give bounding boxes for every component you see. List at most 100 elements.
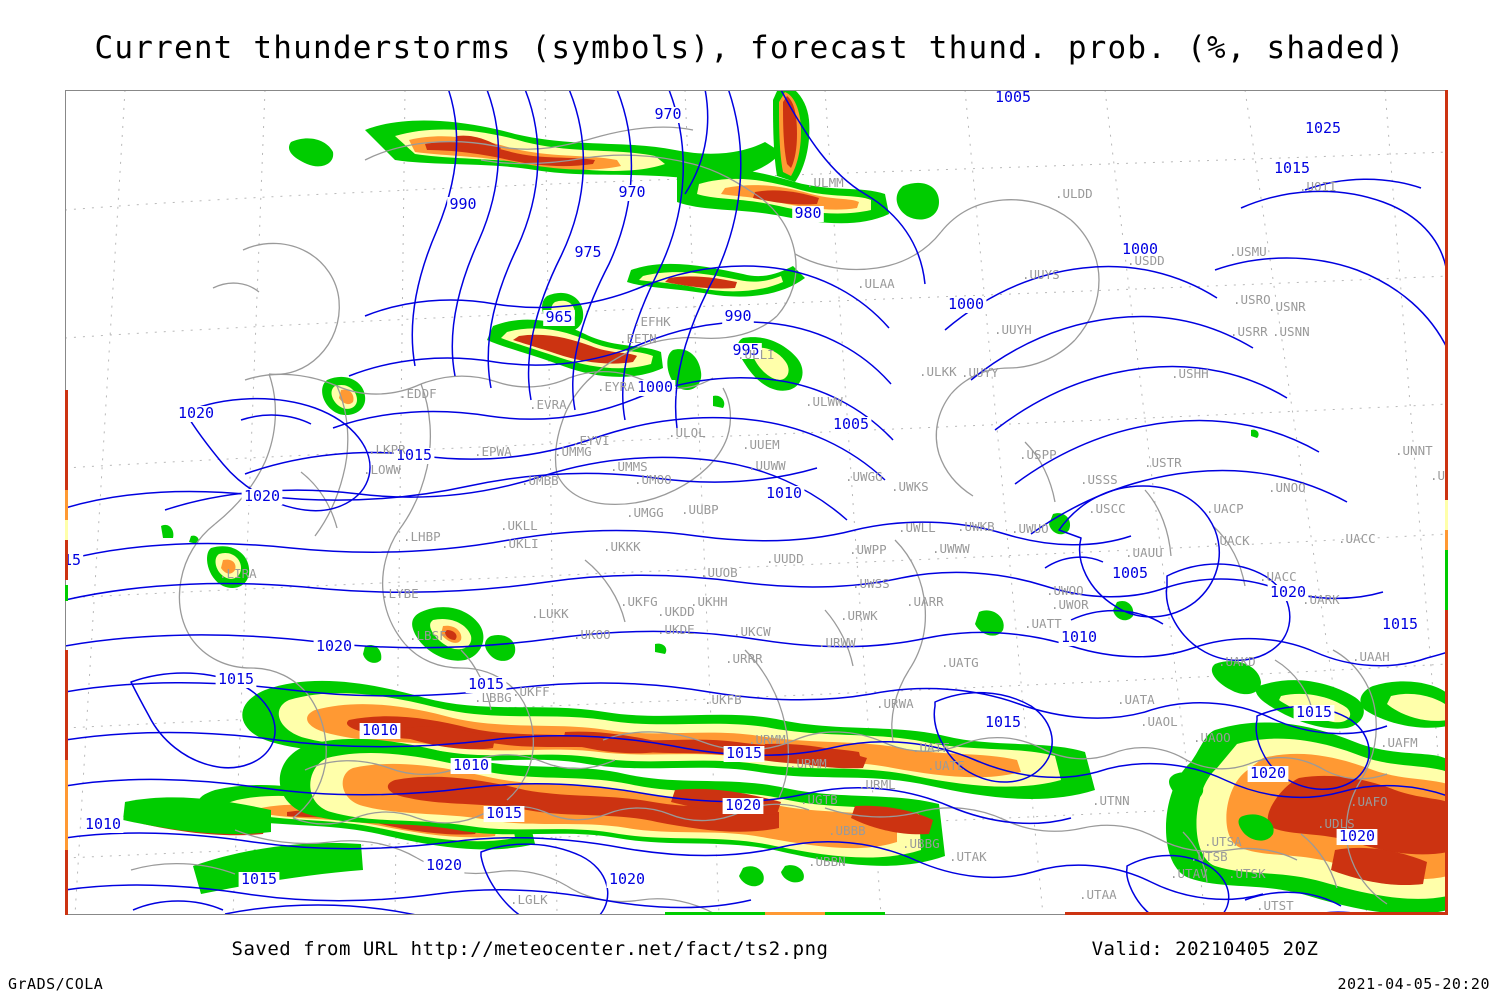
station-label: .UUOB bbox=[700, 565, 738, 580]
station-label: .UNOO bbox=[1268, 480, 1306, 495]
isobar-label: 1020 bbox=[1339, 827, 1375, 845]
station-label: .UKFF bbox=[512, 684, 550, 699]
isobar-label: 1015 bbox=[1296, 703, 1332, 721]
station-label: .UKDD bbox=[657, 604, 695, 619]
shade-cluster-alps bbox=[161, 524, 250, 588]
isobar-label: 975 bbox=[574, 243, 601, 261]
isobar-label: 1005 bbox=[1112, 564, 1148, 582]
isobar-label: 1015 bbox=[468, 675, 504, 693]
station-label: .UATF bbox=[912, 740, 950, 755]
station-label: .UUBP bbox=[681, 502, 719, 517]
station-label: .ULDD bbox=[1055, 186, 1093, 201]
station-label: .UNNT bbox=[1395, 443, 1433, 458]
station-label: .USDD bbox=[1127, 253, 1165, 268]
isobar-label: 1000 bbox=[1122, 240, 1158, 258]
station-label: .UACK bbox=[1212, 533, 1250, 548]
station-label: .URMM bbox=[748, 732, 786, 747]
station-label: .EETN bbox=[619, 331, 657, 346]
station-label: .UTSB bbox=[1190, 849, 1228, 864]
station-label: .UWOO bbox=[1046, 583, 1084, 598]
station-label: .UKOO bbox=[573, 627, 611, 642]
station-label: .UKDE bbox=[657, 622, 695, 637]
shade-cluster-anatolia bbox=[279, 738, 945, 866]
station-label: .UBBB bbox=[828, 823, 866, 838]
isobar-label: 1020 bbox=[1270, 583, 1306, 601]
station-label: .UUDD bbox=[766, 551, 804, 566]
station-label: .ULKK bbox=[919, 364, 957, 379]
station-label: .EFHK bbox=[633, 314, 671, 329]
station-label: .UMOO bbox=[634, 472, 672, 487]
station-label: .UKHH bbox=[690, 594, 728, 609]
station-label: .UUWW bbox=[748, 458, 786, 473]
isobar-label: 1020 bbox=[244, 487, 280, 505]
station-label: .USRO bbox=[1233, 292, 1271, 307]
valid-time-caption: Valid: 20210405 20Z bbox=[1091, 938, 1319, 960]
station-label: .UTSK bbox=[1228, 866, 1266, 881]
station-label: .URRR bbox=[725, 651, 763, 666]
isobar-label: 1020 bbox=[316, 637, 352, 655]
isobar-label: 1015 bbox=[985, 713, 1021, 731]
isobar-label: 970 bbox=[654, 105, 681, 123]
station-label: .UMGG bbox=[626, 505, 664, 520]
station-label: .URMM bbox=[789, 756, 827, 771]
station-label: .UAOL bbox=[1140, 714, 1178, 729]
frame-color-strip bbox=[65, 90, 1448, 915]
station-label: .EYVI bbox=[572, 433, 610, 448]
station-label: .ULWW bbox=[805, 394, 843, 409]
station-label: .UATT bbox=[1024, 616, 1062, 631]
station-label: .UAFM bbox=[1380, 735, 1418, 750]
station-label: .ULMM bbox=[806, 175, 844, 190]
station-label: .USCC bbox=[1088, 501, 1126, 516]
station-label: .UOII bbox=[1299, 179, 1337, 194]
isobar-label: 990 bbox=[449, 195, 476, 213]
isobar-label: 1020 bbox=[609, 870, 645, 888]
station-label: .USRR bbox=[1230, 324, 1268, 339]
isobar-label: 1010 bbox=[453, 756, 489, 774]
isobar-label: 965 bbox=[545, 308, 572, 326]
isobar-label: 1000 bbox=[948, 295, 984, 313]
isobar-label: 1025 bbox=[1305, 119, 1341, 137]
station-label: .UWPP bbox=[849, 542, 887, 557]
generation-timestamp: 2021-04-05-20:20 bbox=[1337, 975, 1490, 993]
station-label: .UACP bbox=[1206, 501, 1244, 516]
station-label: .UATG bbox=[941, 655, 979, 670]
station-label: .UWGG bbox=[845, 469, 883, 484]
isobar-label: 1010 bbox=[85, 815, 121, 833]
page-title: Current thunderstorms (symbols), forecas… bbox=[94, 30, 1406, 66]
station-label: .UAAH bbox=[1352, 649, 1390, 664]
station-label: .UUYH bbox=[994, 322, 1032, 337]
isobar-label: 1015 bbox=[1382, 615, 1418, 633]
station-label: .ULOL bbox=[668, 425, 706, 440]
station-label: .UUEM bbox=[742, 437, 780, 452]
station-label: .EPWA bbox=[474, 444, 512, 459]
station-label: .LOWW bbox=[363, 462, 401, 477]
station-label: .UNBB bbox=[1430, 468, 1448, 483]
station-label: .UTAV bbox=[1170, 866, 1208, 881]
station-label: .USSS bbox=[1080, 472, 1118, 487]
station-label: .UWKS bbox=[891, 479, 929, 494]
station-label: .UDLS bbox=[1317, 816, 1355, 831]
isobars bbox=[65, 90, 1448, 915]
station-label: .UATE bbox=[927, 758, 965, 773]
producer-label: GrADS/COLA bbox=[8, 975, 104, 993]
station-label: .USTR bbox=[1144, 455, 1182, 470]
station-label: .EYRA bbox=[597, 379, 635, 394]
shade-cluster-north bbox=[288, 120, 781, 179]
station-label: .UTSA bbox=[1204, 834, 1242, 849]
station-label: .UAOO bbox=[1193, 730, 1231, 745]
station-label: .LBSF bbox=[409, 628, 447, 643]
isobar-label: 1010 bbox=[766, 484, 802, 502]
station-label: .UACC bbox=[1338, 531, 1376, 546]
station-label: .UTAA bbox=[1079, 887, 1117, 902]
station-label: .UWSS bbox=[852, 576, 890, 591]
station-label: .UWLL bbox=[898, 520, 936, 535]
isobar-label: 1015 bbox=[1274, 159, 1310, 177]
station-label: .UKCW bbox=[733, 624, 771, 639]
station-label: .LBBG bbox=[474, 690, 512, 705]
station-label: .UUYY bbox=[961, 365, 999, 380]
weather-map[interactable]: 970 970 990 980 975 965 990 995 1005 1025 1015 1000… bbox=[65, 90, 1448, 915]
source-url-caption: Saved from URL http://meteocenter.net/fa… bbox=[231, 938, 829, 960]
station-label: .USNR bbox=[1268, 299, 1306, 314]
isobar-label: 1015 bbox=[726, 744, 762, 762]
station-label: .UWUO bbox=[1011, 521, 1049, 536]
